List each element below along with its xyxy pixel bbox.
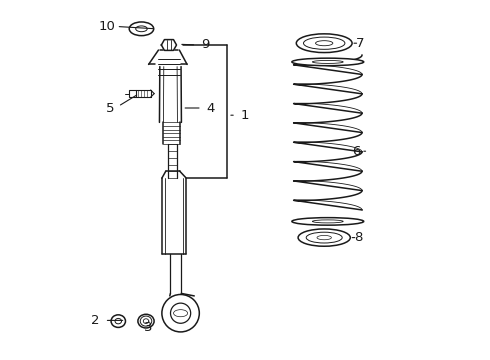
Ellipse shape bbox=[303, 37, 345, 49]
Ellipse shape bbox=[140, 316, 152, 326]
Text: 2: 2 bbox=[91, 314, 100, 327]
Text: 1: 1 bbox=[241, 109, 249, 122]
Text: 8: 8 bbox=[354, 231, 363, 244]
FancyBboxPatch shape bbox=[129, 90, 136, 97]
Ellipse shape bbox=[138, 314, 154, 328]
Circle shape bbox=[162, 294, 199, 332]
Ellipse shape bbox=[143, 319, 148, 323]
Ellipse shape bbox=[316, 41, 333, 46]
Ellipse shape bbox=[292, 58, 364, 66]
Text: 7: 7 bbox=[356, 37, 365, 50]
Ellipse shape bbox=[313, 60, 343, 63]
Ellipse shape bbox=[317, 235, 331, 240]
Ellipse shape bbox=[129, 22, 154, 36]
Text: 9: 9 bbox=[201, 39, 210, 51]
Ellipse shape bbox=[111, 315, 125, 328]
Text: 5: 5 bbox=[106, 102, 114, 114]
Polygon shape bbox=[161, 40, 176, 50]
Text: 3: 3 bbox=[144, 321, 152, 334]
Ellipse shape bbox=[306, 232, 342, 243]
Ellipse shape bbox=[115, 318, 122, 324]
Ellipse shape bbox=[292, 218, 364, 225]
Ellipse shape bbox=[298, 229, 350, 246]
Text: 10: 10 bbox=[99, 20, 116, 33]
Circle shape bbox=[171, 303, 191, 323]
Text: 6: 6 bbox=[352, 145, 361, 158]
Ellipse shape bbox=[313, 220, 343, 223]
Text: 4: 4 bbox=[207, 102, 215, 114]
Ellipse shape bbox=[136, 26, 147, 32]
Ellipse shape bbox=[173, 310, 188, 317]
Ellipse shape bbox=[296, 34, 352, 53]
